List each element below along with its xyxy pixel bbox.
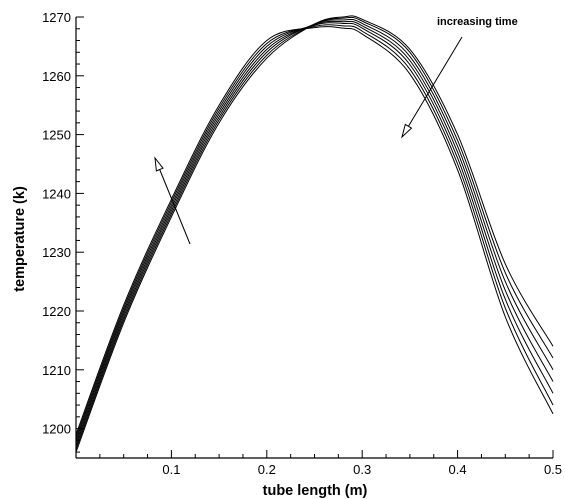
arrow-down-left-head — [401, 123, 413, 139]
y-tick-label: 1230 — [42, 245, 71, 260]
arrow-up-left-head — [154, 156, 164, 172]
plot-area — [76, 17, 553, 458]
series-line-7 — [75, 26, 554, 435]
y-tick-label: 1260 — [42, 69, 71, 84]
x-tick-label: 0.5 — [544, 462, 562, 477]
series-line-1 — [75, 15, 554, 453]
x-axis-title: tube length (m) — [263, 483, 368, 499]
series-line-6 — [75, 24, 554, 438]
plot-background — [76, 17, 553, 458]
annotation-arrows — [154, 36, 463, 245]
y-tick-label: 1270 — [42, 10, 71, 25]
series-line-3 — [75, 18, 554, 447]
y-tick-label: 1220 — [42, 304, 71, 319]
arrow-down-left — [401, 36, 463, 139]
arrow-up-left — [154, 156, 191, 245]
arrow-up-left-shaft — [154, 157, 191, 245]
series-line-4 — [75, 20, 554, 444]
x-tick-label: 0.3 — [353, 462, 371, 477]
arrow-down-left-shaft — [401, 36, 463, 138]
y-tick-label: 1250 — [42, 128, 71, 143]
y-tick-label: 1200 — [42, 422, 71, 437]
y-tick-label: 1240 — [42, 186, 71, 201]
series-layer — [75, 15, 554, 453]
x-tick-label: 0.4 — [449, 462, 467, 477]
y-axis-title: temperature (k) — [12, 186, 28, 292]
ticks: 0.1 0.2 0.3 0.4 0.5 1200 1210 1220 1230 1240 1250 1… — [42, 10, 562, 477]
annotation-increasing-time: increasing time — [437, 16, 518, 28]
series-line-2 — [75, 16, 554, 450]
x-tick-label: 0.1 — [162, 462, 180, 477]
series-line-5 — [75, 22, 554, 441]
x-tick-label: 0.2 — [258, 462, 276, 477]
y-tick-label: 1210 — [42, 363, 71, 378]
